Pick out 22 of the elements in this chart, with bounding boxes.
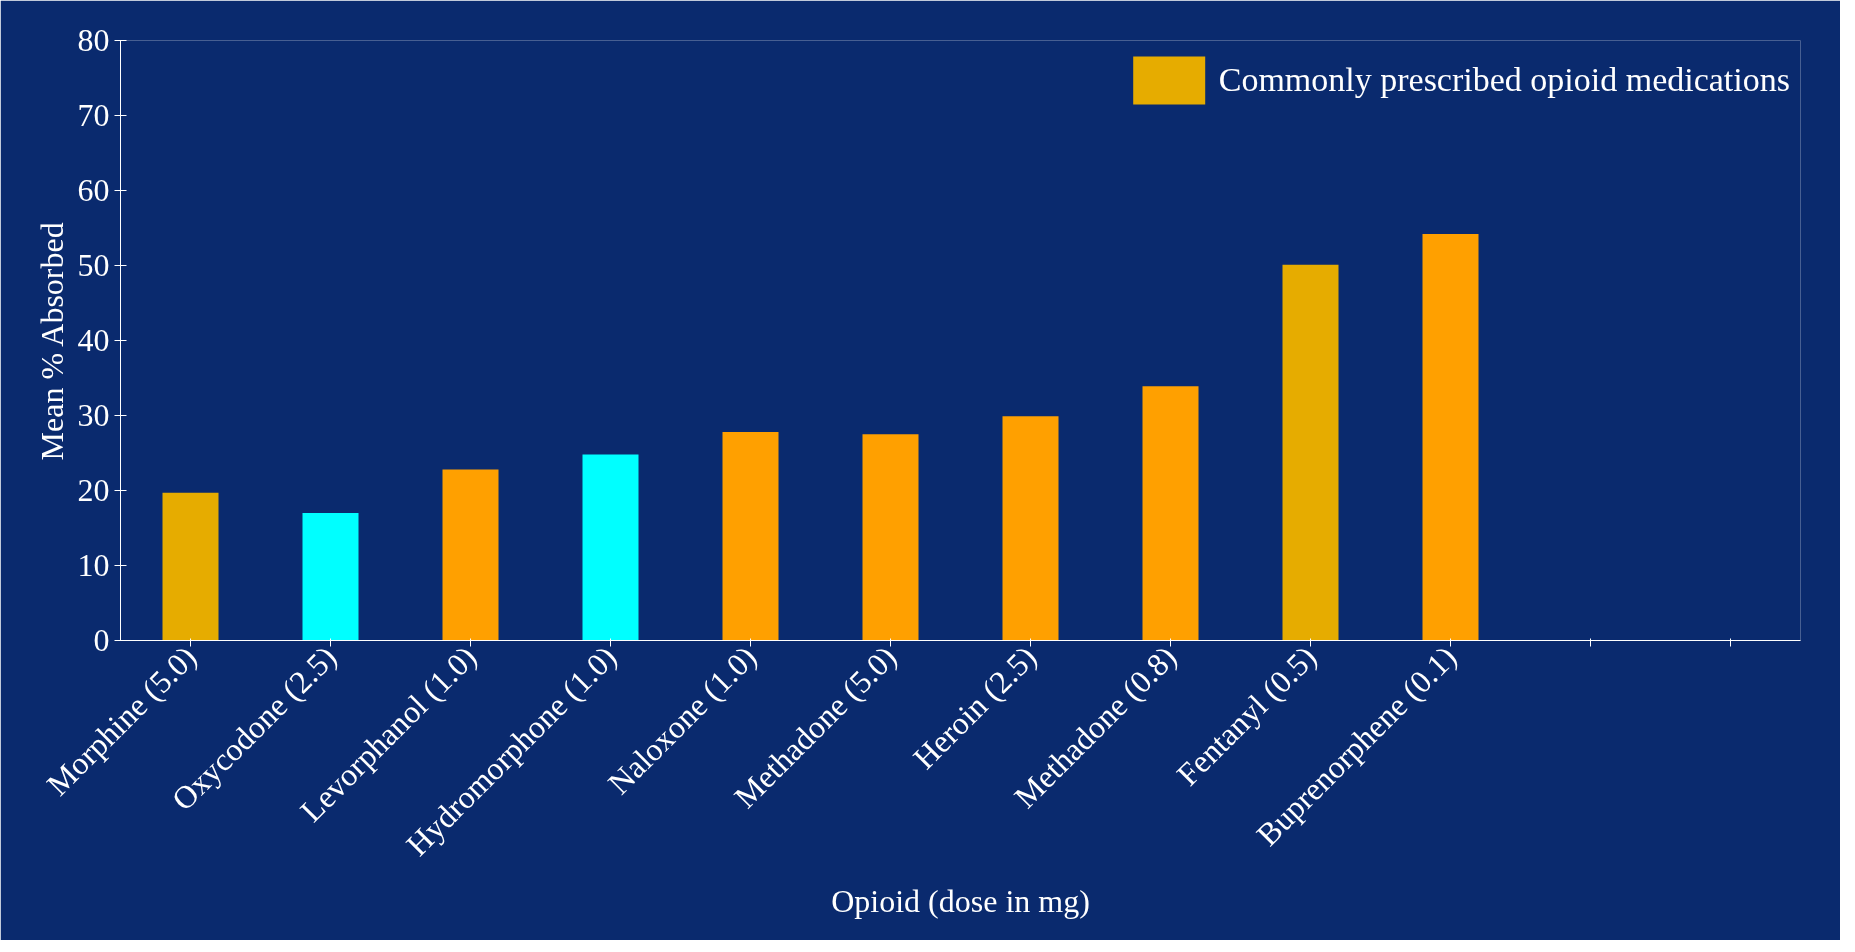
- bar: [442, 469, 499, 641]
- y-tick-label: 40: [77, 322, 110, 358]
- y-tick-label: 50: [77, 247, 110, 283]
- x-axis-title: Opioid (dose in mg): [831, 883, 1090, 920]
- y-tick-label: 0: [93, 622, 110, 658]
- bar: [1142, 386, 1199, 641]
- y-tick-label: 70: [77, 97, 110, 133]
- y-tick-label: 60: [77, 172, 110, 208]
- y-tick-label: 80: [77, 22, 110, 58]
- bar: [1422, 234, 1479, 641]
- y-tick-label: 30: [77, 397, 110, 433]
- bar: [1282, 264, 1339, 641]
- bar: [162, 492, 219, 641]
- y-tick-label: 20: [77, 472, 110, 508]
- y-axis-title: Mean % Absorbed: [33, 222, 70, 461]
- legend-label: Commonly prescribed opioid medications: [1218, 61, 1790, 99]
- bar: [302, 513, 359, 641]
- bar: [722, 432, 779, 641]
- bar: [862, 434, 919, 641]
- bar: [582, 454, 639, 641]
- bar: [1002, 416, 1059, 641]
- y-tick-label: 10: [77, 547, 110, 583]
